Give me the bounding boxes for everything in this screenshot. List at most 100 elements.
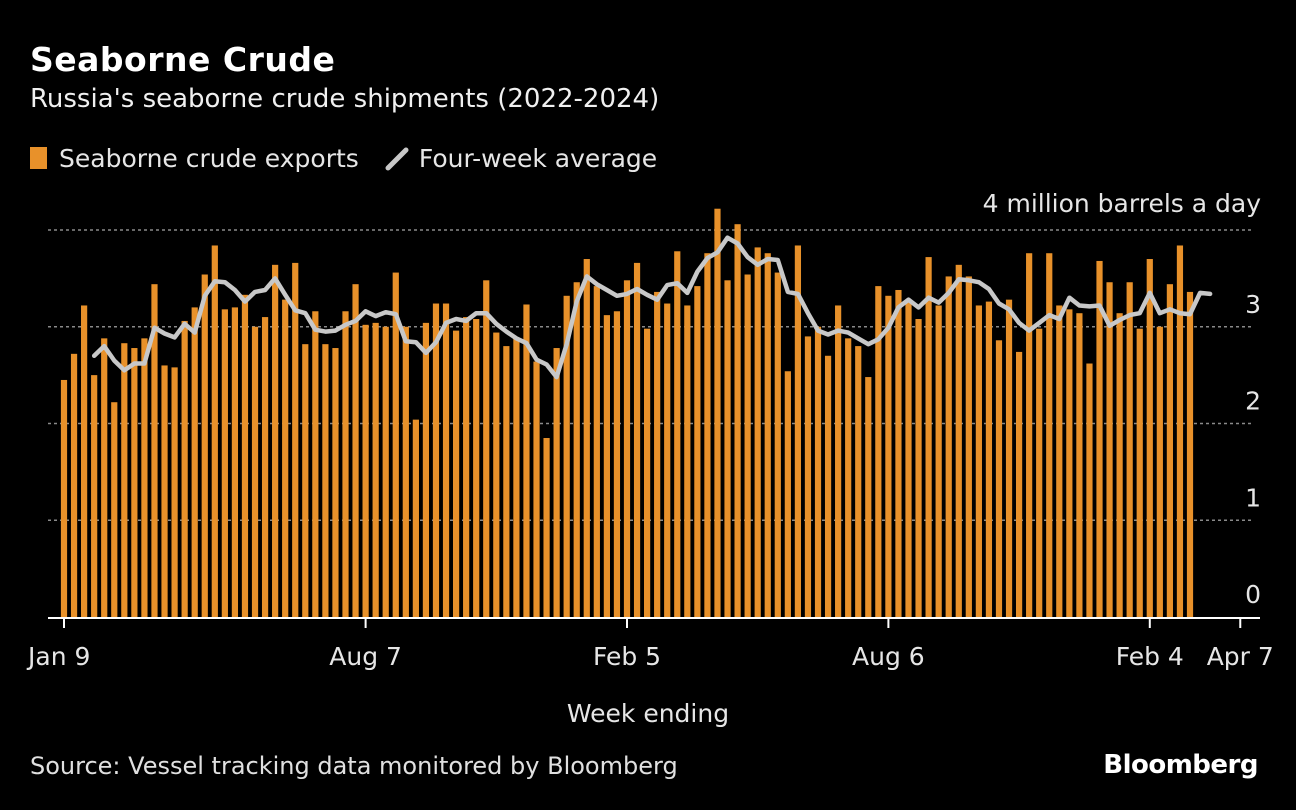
x-axis-title: Week ending xyxy=(567,699,729,728)
bar-week-79 xyxy=(855,346,862,617)
bar-week-71 xyxy=(774,272,781,617)
bar-week-17 xyxy=(231,307,239,617)
bar-week-31 xyxy=(372,322,379,617)
bar-week-89 xyxy=(955,264,962,617)
bloomberg-logo: Bloomberg xyxy=(1103,750,1258,780)
bar-week-58 xyxy=(644,328,651,617)
bar-week-61 xyxy=(674,251,681,617)
bar-week-106 xyxy=(1126,282,1133,617)
bar-week-6 xyxy=(121,343,128,617)
bar-week-29 xyxy=(352,284,359,617)
bar-week-88 xyxy=(945,276,952,617)
y-tick-label-3: 3 xyxy=(1245,290,1261,319)
x-axis: Jan 9 Aug 7 Feb 5 Aug 6 Feb 4 Apr 7 xyxy=(26,617,1274,671)
bar-week-16 xyxy=(221,309,228,617)
x-tick-label: Aug 7 xyxy=(329,642,402,671)
bar-week-99 xyxy=(1056,305,1063,617)
bar-week-50 xyxy=(563,295,570,617)
y-axis-labels: 0 1 2 3 xyxy=(1245,290,1261,609)
legend-label-exports: Seaborne crude exports xyxy=(59,143,359,173)
average-line-series xyxy=(91,235,1213,380)
bar-week-102 xyxy=(1086,363,1093,617)
bar-week-49 xyxy=(553,348,560,617)
bar-week-96 xyxy=(1026,253,1033,617)
bar-week-76 xyxy=(824,355,832,617)
bar-week-86 xyxy=(925,257,932,617)
bar-week-109 xyxy=(1156,326,1163,617)
bar-week-83 xyxy=(895,289,902,617)
bar-week-94 xyxy=(1005,299,1013,617)
bar-week-84 xyxy=(905,301,912,617)
bar-week-9 xyxy=(151,284,158,617)
bar-week-38 xyxy=(442,303,450,617)
bar-week-87 xyxy=(935,305,942,617)
bar-week-85 xyxy=(915,319,922,617)
bar-week-48 xyxy=(543,438,550,617)
bar-week-60 xyxy=(664,303,671,617)
x-tick-label: Aug 6 xyxy=(852,642,925,671)
bar-week-19 xyxy=(251,326,259,617)
bar-week-55 xyxy=(613,311,621,617)
bar-week-66 xyxy=(724,280,731,617)
bar-week-72 xyxy=(784,371,791,617)
legend-item-average: Four-week average xyxy=(383,144,657,173)
bar-week-33 xyxy=(392,272,399,617)
bar-week-67 xyxy=(734,224,741,617)
x-tick-label: Jan 9 xyxy=(26,642,90,671)
bar-week-23 xyxy=(292,262,299,617)
bar-week-34 xyxy=(402,326,409,617)
bar-week-95 xyxy=(1015,351,1023,617)
bar-week-41 xyxy=(473,319,480,617)
bar-week-78 xyxy=(845,338,852,617)
bar-week-40 xyxy=(463,317,470,617)
bar-week-51 xyxy=(573,282,580,617)
bar-week-30 xyxy=(362,324,369,617)
bar-week-57 xyxy=(633,262,641,617)
bar-week-63 xyxy=(694,286,701,617)
legend-label-average: Four-week average xyxy=(418,143,658,173)
bar-week-68 xyxy=(744,274,751,617)
bar-week-77 xyxy=(835,305,842,617)
bar-week-103 xyxy=(1096,260,1103,617)
bar-week-107 xyxy=(1136,328,1143,617)
bar-week-70 xyxy=(764,253,771,617)
y-tick-label-2: 2 xyxy=(1245,387,1261,416)
bar-week-24 xyxy=(302,344,309,617)
bar-week-53 xyxy=(593,286,600,617)
bar-week-42 xyxy=(483,280,490,617)
bar-week-69 xyxy=(754,247,761,618)
bar-week-15 xyxy=(211,245,218,618)
bar-week-100 xyxy=(1066,309,1073,617)
bar-week-90 xyxy=(965,276,972,617)
chart-subtitle: Russia's seaborne crude shipments (2022-… xyxy=(30,84,660,114)
bar-week-36 xyxy=(422,322,430,617)
y-tick-label-0: 0 xyxy=(1245,580,1261,609)
bar-week-20 xyxy=(261,317,269,617)
bar-week-108 xyxy=(1146,259,1153,617)
bar-week-56 xyxy=(623,280,631,617)
bar-week-5 xyxy=(111,402,118,617)
bar-week-64 xyxy=(704,253,711,617)
bar-week-4 xyxy=(101,338,108,617)
bar-week-98 xyxy=(1046,253,1053,617)
bar-week-59 xyxy=(654,291,661,617)
bar-week-1 xyxy=(70,353,78,617)
bar-week-110 xyxy=(1166,284,1173,617)
bar-week-74 xyxy=(804,336,812,617)
bar-week-32 xyxy=(382,326,389,617)
x-tick-label: Apr 7 xyxy=(1207,642,1274,671)
chart-title: Seaborne Crude xyxy=(30,40,336,79)
bar-week-62 xyxy=(684,305,691,617)
bar-week-91 xyxy=(975,305,982,617)
bar-week-11 xyxy=(171,367,178,617)
bar-week-47 xyxy=(533,361,540,617)
bar-week-27 xyxy=(332,348,339,617)
bar-week-97 xyxy=(1036,328,1043,617)
bar-week-21 xyxy=(272,264,279,617)
bar-week-10 xyxy=(161,365,168,617)
bar-week-93 xyxy=(995,340,1003,617)
source-note: Source: Vessel tracking data monitored b… xyxy=(30,752,678,780)
bar-week-25 xyxy=(312,311,319,617)
bar-week-104 xyxy=(1106,282,1113,617)
